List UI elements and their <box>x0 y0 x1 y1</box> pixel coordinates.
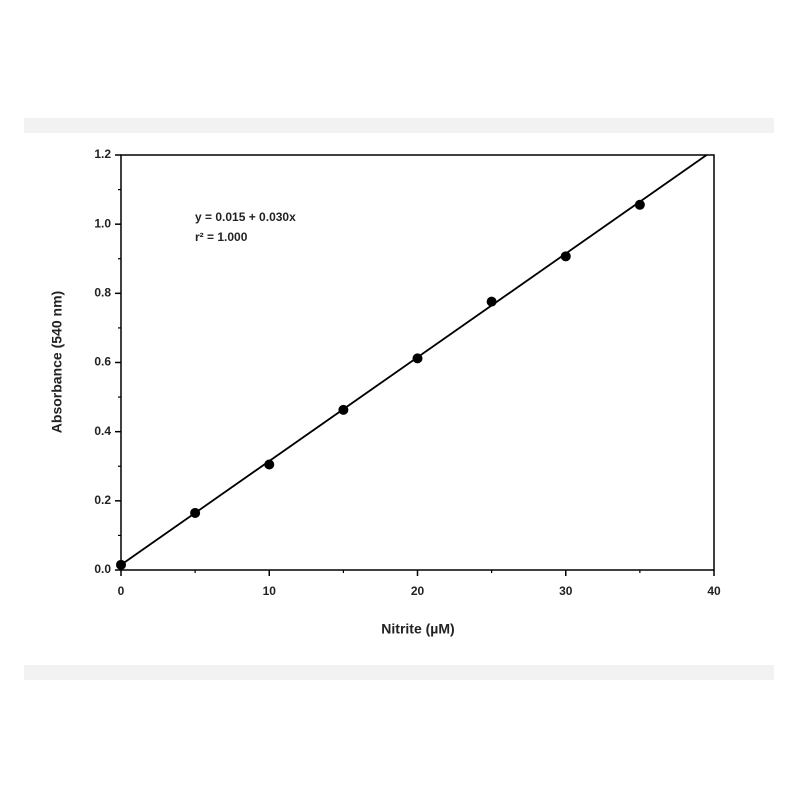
y-tick-label: 0.6 <box>94 355 111 369</box>
data-point <box>116 559 126 570</box>
x-tick-label: 10 <box>263 584 277 598</box>
x-tick-label: 0 <box>118 584 125 598</box>
x-axis-title: Nitrite (µM) <box>381 621 454 637</box>
y-tick-label: 0.8 <box>94 286 111 300</box>
y-axis-title: Absorbance (540 nm) <box>49 291 65 433</box>
data-point <box>634 199 645 210</box>
x-tick-label: 20 <box>411 584 425 598</box>
annotation: y = 0.015 + 0.030x <box>195 210 296 224</box>
data-point <box>486 296 497 307</box>
x-tick-label: 40 <box>707 584 721 598</box>
data-point <box>264 459 275 470</box>
x-tick-label: 30 <box>559 584 573 598</box>
y-tick-label: 0.4 <box>94 424 111 438</box>
y-tick-label: 1.2 <box>94 147 111 161</box>
y-tick-label: 0.0 <box>94 562 111 576</box>
data-point <box>560 251 571 262</box>
annotation: r² = 1.000 <box>195 230 248 244</box>
band <box>24 665 774 680</box>
data-point <box>338 404 349 415</box>
band <box>24 118 774 133</box>
data-point <box>190 507 201 518</box>
y-tick-label: 0.2 <box>94 493 111 507</box>
data-point <box>412 353 423 364</box>
y-tick-label: 1.0 <box>94 216 111 230</box>
